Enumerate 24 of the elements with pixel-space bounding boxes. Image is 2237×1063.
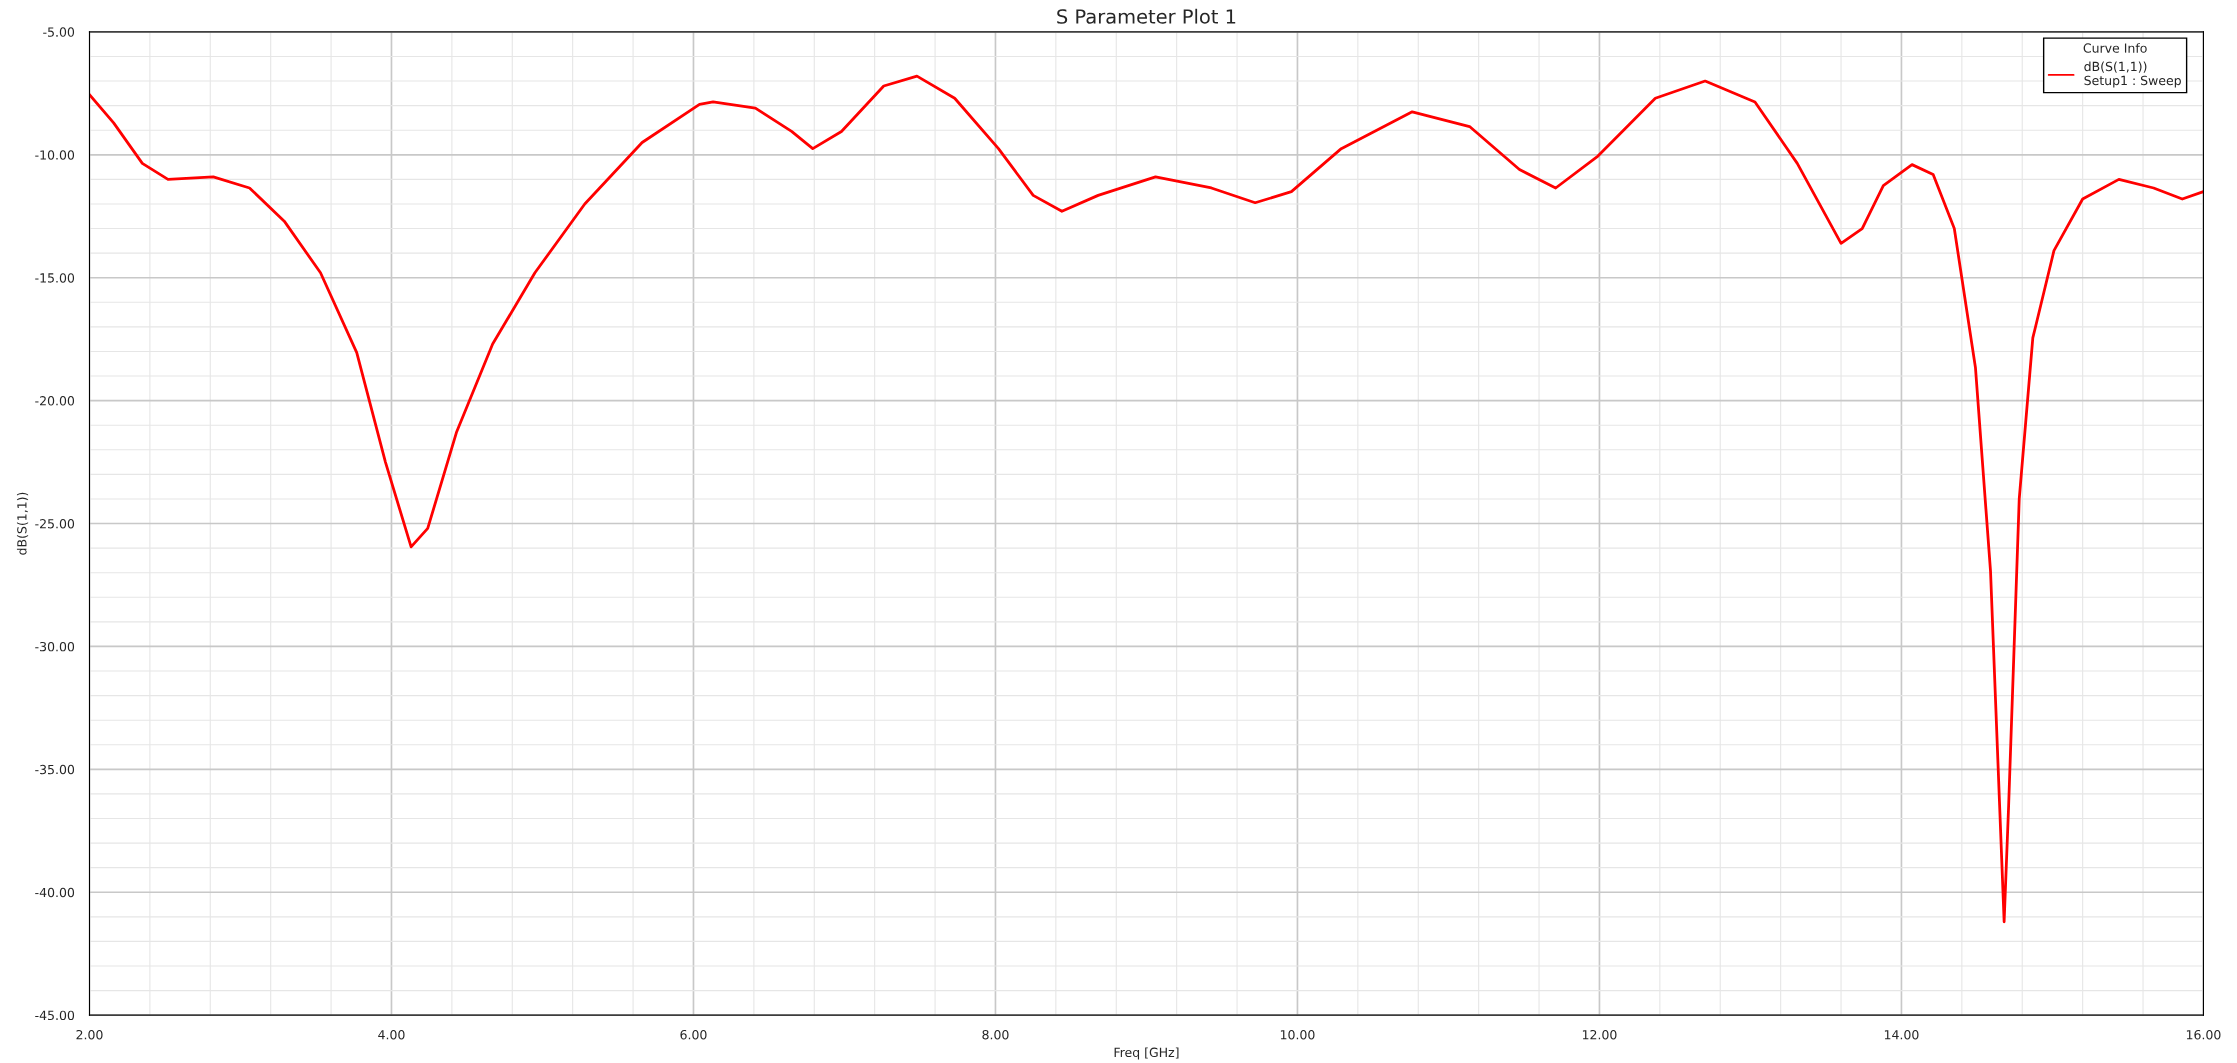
chart-title: S Parameter Plot 1: [1057, 8, 1236, 24]
line-series: [89, 74, 2204, 924]
y-tick-label: -5.00: [43, 27, 75, 37]
x-tick-label: 6.00: [680, 1029, 707, 1040]
y-tick-label: -20.00: [35, 396, 75, 406]
x-tick-label: 8.00: [982, 1029, 1009, 1040]
x-tick-label: 4.00: [378, 1029, 405, 1040]
y-tick-label: -30.00: [35, 641, 75, 652]
y-tick-label: -35.00: [35, 764, 75, 775]
x-tick-label: 16.00: [2186, 1029, 2221, 1040]
x-tick-label: 14.00: [1884, 1029, 1919, 1040]
x-tick-label: 12.00: [1582, 1029, 1617, 1040]
legend-label: dB(S(1,1)): [2084, 61, 2147, 73]
x-axis-title: Freq [GHz]: [1114, 1047, 1179, 1060]
y-tick-label: -25.00: [35, 519, 75, 529]
x-tick-label: 10.00: [1280, 1029, 1315, 1040]
y-tick-label: -45.00: [35, 1010, 75, 1021]
y-tick-label: -10.00: [35, 150, 75, 160]
y-tick-label: -15.00: [35, 273, 75, 283]
y-axis-title: dB(S(1,1)): [16, 492, 29, 555]
x-tick-label: 2.00: [76, 1029, 103, 1040]
legend-title: Curve Info: [2083, 43, 2147, 53]
y-tick-label: -40.00: [35, 887, 75, 898]
annotation: Setup1 : Sweep: [2084, 75, 2181, 88]
